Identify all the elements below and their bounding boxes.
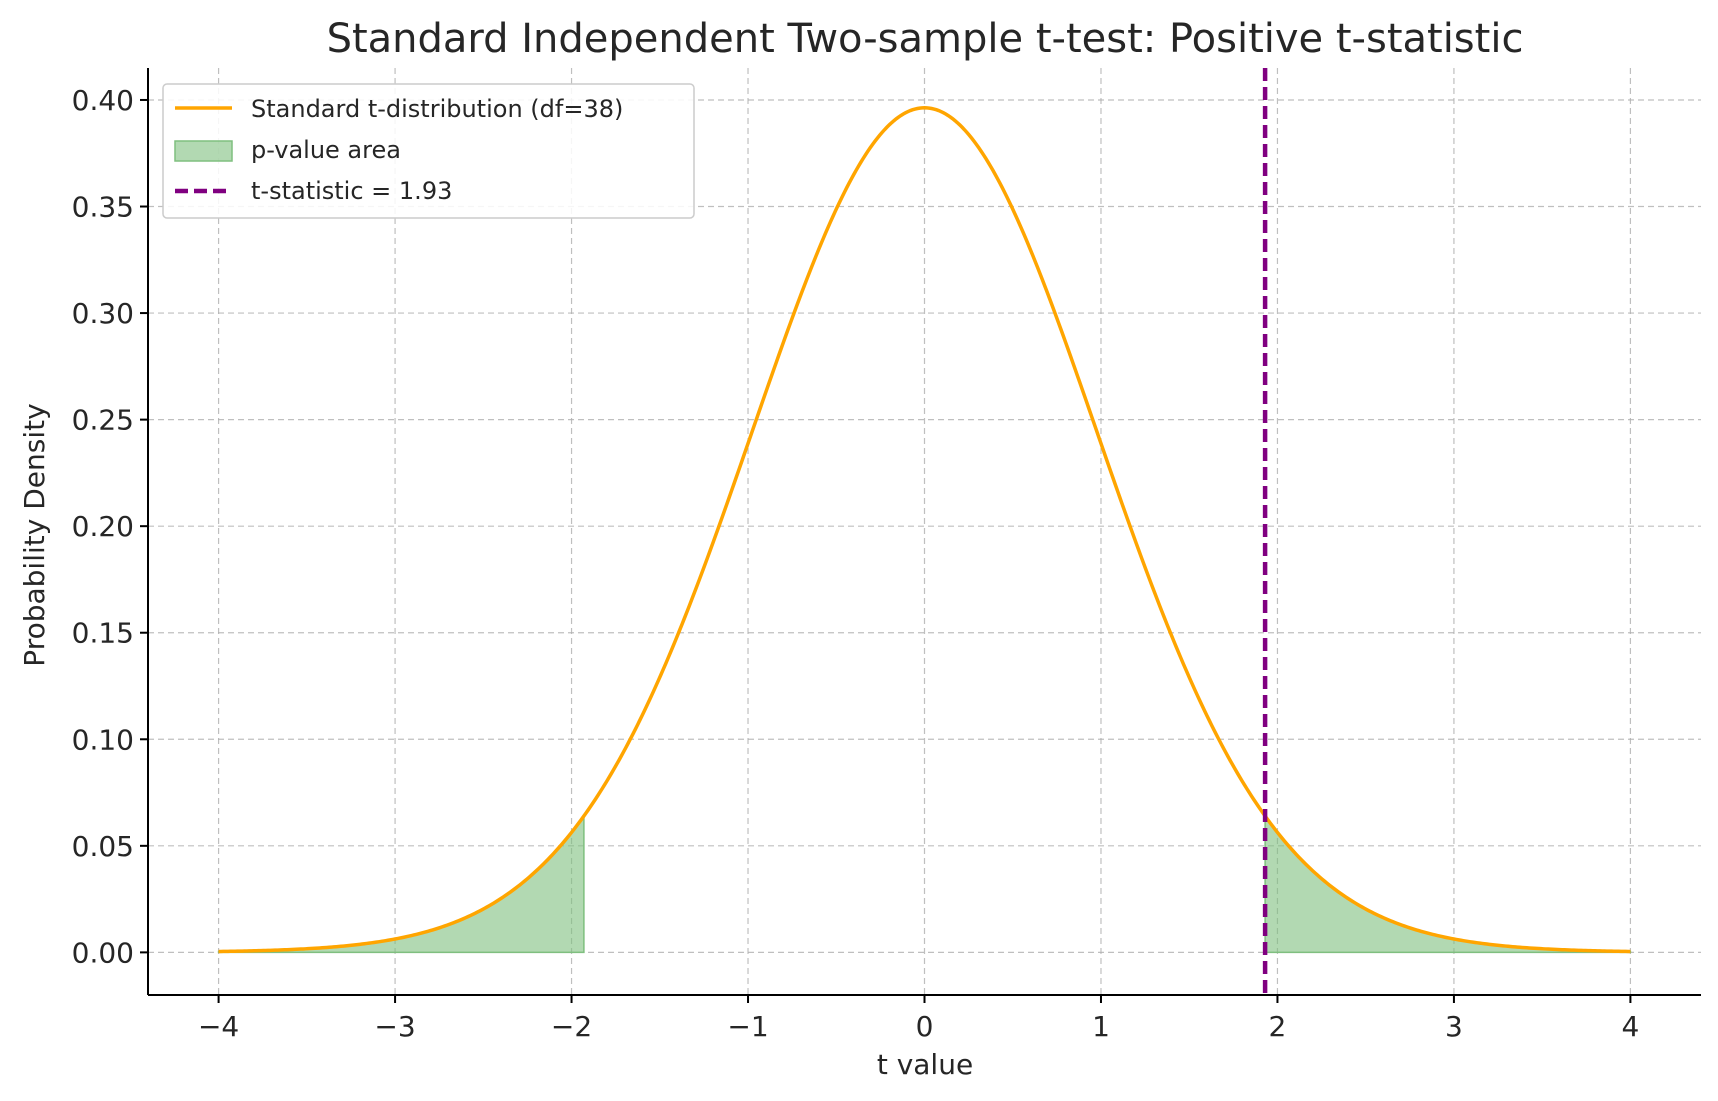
y-tick-label: 0.35	[72, 191, 134, 224]
x-tick-label: −3	[374, 1010, 415, 1043]
legend-area-swatch	[174, 140, 233, 162]
x-tick-label: −1	[727, 1010, 768, 1043]
legend-label-curve: Standard t-distribution (df=38)	[251, 95, 623, 123]
y-tick-label: 0.10	[72, 723, 134, 756]
x-tick-label: −4	[198, 1010, 239, 1043]
legend: Standard t-distribution (df=38) p-value …	[162, 83, 695, 219]
x-tick-label: 3	[1445, 1010, 1463, 1043]
p-value-area-right	[1264, 813, 1632, 954]
x-axis-label: t value	[877, 1048, 973, 1081]
y-tick-label: 0.25	[72, 404, 134, 437]
x-tick-label: 4	[1621, 1010, 1639, 1043]
x-tick-label: 0	[916, 1010, 934, 1043]
legend-label-tstat: t-statistic = 1.93	[251, 177, 452, 205]
y-tick-label: 0.00	[72, 936, 134, 969]
x-axis-ticks: −4 −3 −2 −1 0 1 2 3 4	[198, 995, 1639, 1043]
y-tick-label: 0.15	[72, 617, 134, 650]
t-distribution-curve-group	[218, 106, 1631, 954]
p-value-area-left	[217, 813, 585, 954]
x-tick-label: 1	[1092, 1010, 1110, 1043]
y-tick-label: 0.30	[72, 297, 134, 330]
legend-label-area: p-value area	[251, 136, 401, 164]
y-axis-label: Probability Density	[18, 403, 51, 666]
chart-title: Standard Independent Two-sample t-test: …	[327, 16, 1524, 62]
t-distribution-curve	[218, 106, 1631, 954]
x-tick-label: 2	[1269, 1010, 1287, 1043]
y-axis-ticks: 0.00 0.05 0.10 0.15 0.20 0.25 0.30 0.35 0.40	[72, 84, 148, 969]
y-tick-label: 0.05	[72, 830, 134, 863]
y-tick-label: 0.40	[72, 84, 134, 117]
legend-box	[162, 83, 695, 219]
x-tick-label: −2	[551, 1010, 592, 1043]
y-tick-label: 0.20	[72, 510, 134, 543]
